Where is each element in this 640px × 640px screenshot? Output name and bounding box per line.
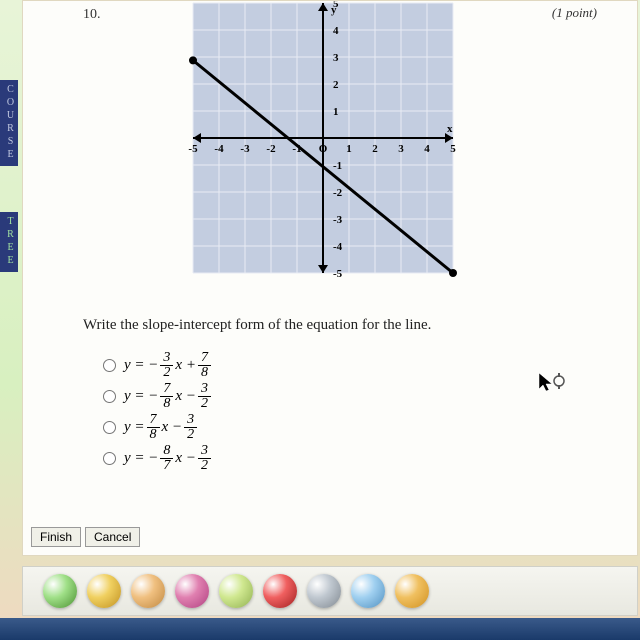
svg-text:-1: -1 bbox=[333, 160, 342, 172]
choice-radio-2[interactable] bbox=[103, 421, 116, 434]
svg-text:-2: -2 bbox=[333, 187, 343, 199]
taskbar-icon-3[interactable] bbox=[175, 574, 209, 608]
question-text: Write the slope-intercept form of the eq… bbox=[83, 317, 431, 334]
tree-tab[interactable]: TREE bbox=[0, 212, 18, 272]
choice-3[interactable]: y = − 87 x − 32 bbox=[103, 444, 213, 473]
choice-radio-0[interactable] bbox=[103, 359, 116, 372]
svg-text:-5: -5 bbox=[188, 143, 198, 155]
svg-text:4: 4 bbox=[424, 143, 430, 155]
button-row: Finish Cancel bbox=[31, 527, 140, 547]
taskbar-icon-4[interactable] bbox=[219, 574, 253, 608]
finish-button[interactable]: Finish bbox=[31, 527, 81, 547]
points-label: (1 point) bbox=[552, 5, 597, 21]
choice-0[interactable]: y = − 32 x + 78 bbox=[103, 351, 213, 380]
choice-radio-3[interactable] bbox=[103, 452, 116, 465]
cursor-icon bbox=[537, 371, 565, 400]
graph: xy-5-4-3-2-1O12345-5-4-3-2-112345 bbox=[173, 1, 473, 291]
answer-choices: y = − 32 x + 78 y = − 78 x − 32 y = 78 x… bbox=[103, 351, 213, 475]
svg-text:4: 4 bbox=[333, 25, 339, 37]
svg-text:-3: -3 bbox=[240, 143, 250, 155]
choice-equation-3: y = − 87 x − 32 bbox=[124, 444, 213, 473]
choice-2[interactable]: y = 78 x − 32 bbox=[103, 413, 213, 442]
choice-1[interactable]: y = − 78 x − 32 bbox=[103, 382, 213, 411]
choice-radio-1[interactable] bbox=[103, 390, 116, 403]
question-panel: 10. (1 point) xy-5-4-3-2-1O12345-5-4-3-2… bbox=[22, 0, 638, 556]
svg-text:2: 2 bbox=[372, 143, 378, 155]
taskbar-icon-2[interactable] bbox=[131, 574, 165, 608]
taskbar-icon-5[interactable] bbox=[263, 574, 297, 608]
svg-text:1: 1 bbox=[346, 143, 352, 155]
svg-text:x: x bbox=[447, 123, 453, 135]
taskbar-icon-6[interactable] bbox=[307, 574, 341, 608]
svg-text:-4: -4 bbox=[333, 241, 343, 253]
svg-text:1: 1 bbox=[333, 106, 339, 118]
taskbar bbox=[22, 566, 638, 616]
question-number: 10. bbox=[83, 7, 101, 23]
choice-equation-1: y = − 78 x − 32 bbox=[124, 382, 213, 411]
svg-text:-2: -2 bbox=[266, 143, 276, 155]
svg-text:3: 3 bbox=[333, 52, 339, 64]
svg-text:-4: -4 bbox=[214, 143, 224, 155]
taskbar-icon-8[interactable] bbox=[395, 574, 429, 608]
taskbar-icon-0[interactable] bbox=[43, 574, 77, 608]
svg-text:2: 2 bbox=[333, 79, 339, 91]
svg-text:-3: -3 bbox=[333, 214, 343, 226]
cancel-button[interactable]: Cancel bbox=[85, 527, 140, 547]
taskbar-icon-1[interactable] bbox=[87, 574, 121, 608]
course-tab[interactable]: COURSE bbox=[0, 80, 18, 166]
taskbar-icon-7[interactable] bbox=[351, 574, 385, 608]
choice-equation-2: y = 78 x − 32 bbox=[124, 413, 199, 442]
svg-text:5: 5 bbox=[333, 1, 339, 10]
svg-text:3: 3 bbox=[398, 143, 404, 155]
choice-equation-0: y = − 32 x + 78 bbox=[124, 351, 213, 380]
svg-text:O: O bbox=[319, 143, 328, 155]
svg-text:-5: -5 bbox=[333, 268, 343, 280]
os-taskbar bbox=[0, 618, 640, 640]
graph-svg: xy-5-4-3-2-1O12345-5-4-3-2-112345 bbox=[173, 1, 473, 291]
svg-text:5: 5 bbox=[450, 143, 456, 155]
